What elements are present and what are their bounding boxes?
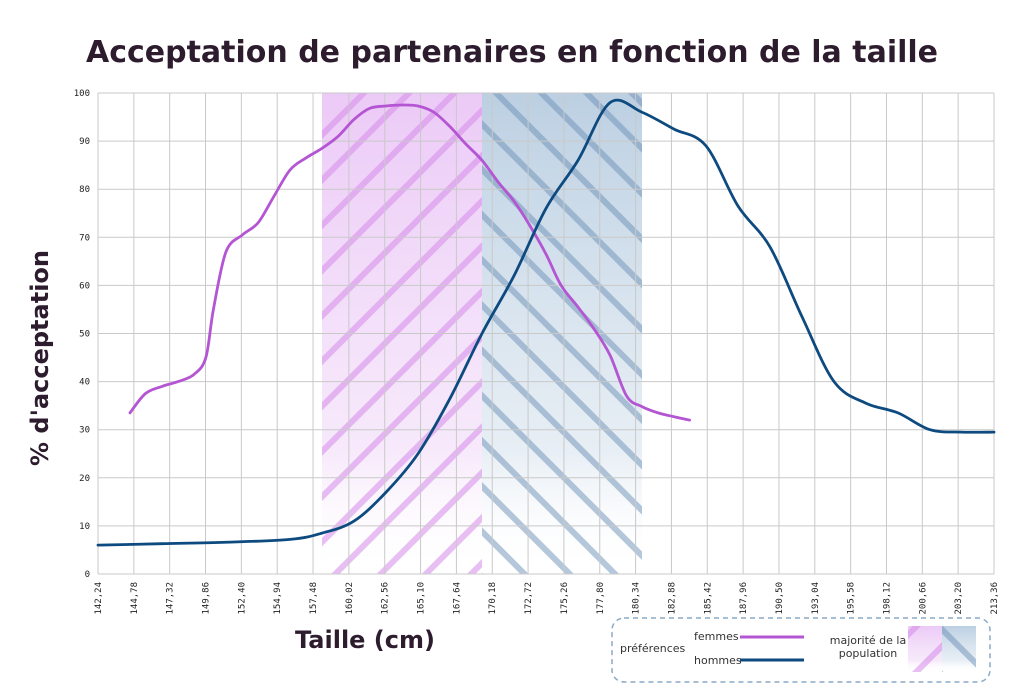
x-tick-label: 180,34 <box>632 582 642 615</box>
chart-title: Acceptation de partenaires en fonction d… <box>86 35 938 70</box>
x-tick-label: 149,86 <box>202 582 212 615</box>
y-tick-label: 20 <box>79 474 90 484</box>
x-tick-label: 200,66 <box>918 582 928 615</box>
y-tick-label: 30 <box>79 426 90 436</box>
legend-band-label-line2: population <box>839 647 898 660</box>
x-tick-label: 142,24 <box>94 582 104 615</box>
y-tick-label: 50 <box>79 330 90 340</box>
legend-band-hatch-hommes <box>942 626 976 672</box>
x-tick-label: 144,78 <box>130 582 140 615</box>
legend-band-label-line1: majorité de la <box>830 634 906 647</box>
x-tick-label: 213,36 <box>990 582 1000 615</box>
y-tick-label: 0 <box>85 570 90 580</box>
x-tick-label: 157,48 <box>309 582 319 615</box>
legend: préférences femmes hommes majorité de la… <box>611 617 991 683</box>
x-tick-label: 177,80 <box>596 582 606 615</box>
x-tick-label: 162,56 <box>381 582 391 615</box>
y-tick-label: 60 <box>79 281 90 291</box>
y-tick-label: 10 <box>79 522 90 532</box>
legend-label-hommes: hommes <box>694 654 742 667</box>
x-tick-label: 195,58 <box>847 582 857 615</box>
x-tick-label: 187,96 <box>739 582 749 615</box>
x-tick-label: 198,12 <box>882 582 892 615</box>
x-tick-label: 154,94 <box>273 582 283 615</box>
x-tick-label: 193,04 <box>811 582 821 615</box>
legend-box <box>611 617 991 683</box>
x-tick-label: 185,42 <box>703 582 713 615</box>
x-tick-label: 175,26 <box>560 582 570 615</box>
y-tick-label: 100 <box>74 89 90 99</box>
x-tick-label: 182,88 <box>667 582 677 615</box>
legend-band-hatch-femmes <box>908 626 942 672</box>
y-tick-label: 40 <box>79 378 90 388</box>
y-tick-label: 80 <box>79 185 90 195</box>
x-tick-label: 190,50 <box>775 582 785 615</box>
series-line-hommes <box>96 98 996 547</box>
legend-label-femmes: femmes <box>694 630 739 643</box>
y-axis-title: % d'acceptation <box>26 250 54 466</box>
series-line-femmes <box>128 103 692 422</box>
x-tick-label: 167,64 <box>452 582 462 615</box>
y-tick-label: 70 <box>79 233 90 243</box>
y-tick-label: 90 <box>79 137 90 147</box>
x-axis-title: Taille (cm) <box>295 626 435 654</box>
x-tick-label: 152,40 <box>237 582 247 615</box>
x-tick-label: 203,20 <box>954 582 964 615</box>
x-tick-label: 160,02 <box>345 582 355 615</box>
x-tick-label: 170,18 <box>488 582 498 615</box>
x-tick-label: 165,10 <box>417 582 427 615</box>
x-tick-label: 147,32 <box>166 582 176 615</box>
x-tick-label: 172,72 <box>524 582 534 615</box>
legend-heading: préférences <box>620 642 686 655</box>
